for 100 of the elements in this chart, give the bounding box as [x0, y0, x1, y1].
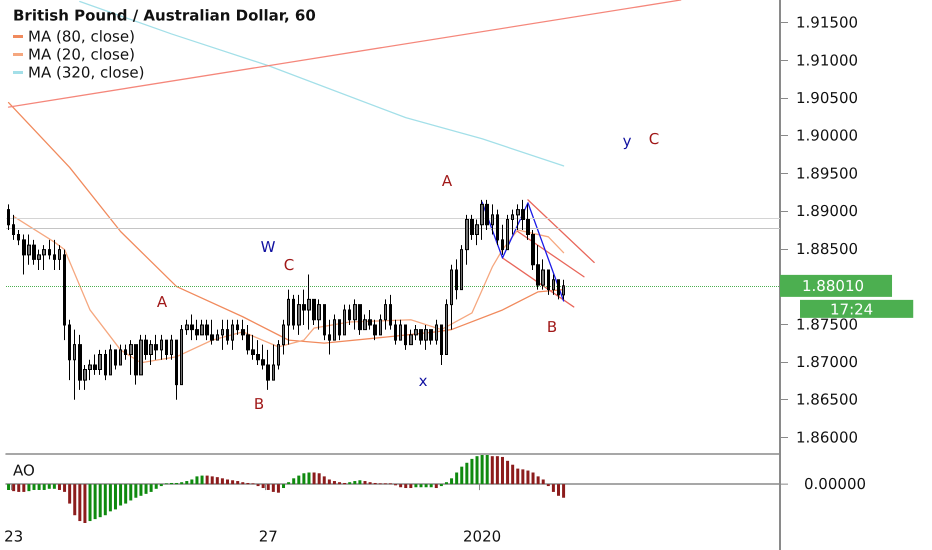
y-tick-label: 1.91500	[796, 14, 858, 32]
candlestick	[323, 304, 326, 341]
bar	[104, 484, 107, 516]
annotation: A	[156, 293, 168, 311]
bar	[363, 481, 366, 484]
candlestick	[73, 329, 76, 400]
candlestick	[287, 289, 290, 346]
ref-line-label: 1.88010	[802, 276, 864, 295]
candlestick	[63, 249, 66, 341]
candlestick	[124, 344, 127, 360]
candlestick	[221, 319, 224, 350]
bar	[134, 484, 138, 498]
candlestick	[547, 269, 550, 296]
candlestick	[562, 279, 565, 300]
bar	[536, 476, 540, 484]
candlestick	[384, 298, 387, 330]
bar	[465, 462, 468, 484]
candlestick	[216, 329, 219, 341]
bar	[185, 481, 188, 484]
annotation: W	[260, 238, 276, 256]
bar	[88, 484, 92, 522]
bar	[552, 484, 555, 492]
text: 0.00000	[804, 475, 866, 494]
candlestick	[455, 258, 458, 300]
bar	[332, 481, 336, 484]
y-tick-label: 1.89500	[796, 164, 858, 182]
bar	[94, 484, 97, 520]
legend-label: MA (320, close)	[28, 64, 144, 82]
candlestick	[338, 319, 341, 341]
bar	[500, 456, 504, 484]
bar	[516, 468, 520, 484]
candlestick	[58, 244, 61, 270]
candlestick	[511, 209, 514, 236]
bar	[83, 484, 86, 523]
bar	[12, 484, 16, 492]
candlestick	[170, 334, 173, 360]
line-series	[8, 102, 564, 344]
bar	[129, 484, 132, 500]
candlestick	[557, 279, 560, 300]
bar	[490, 456, 494, 484]
candlestick	[435, 319, 438, 346]
bar	[266, 484, 270, 490]
candlestick	[282, 319, 285, 355]
candlestick	[506, 214, 509, 250]
line-series	[481, 201, 564, 302]
annotation: y	[622, 132, 632, 150]
annotation: B	[546, 318, 558, 336]
candlestick	[552, 274, 555, 296]
candlestick	[272, 344, 275, 381]
bar	[150, 484, 153, 492]
bar	[556, 484, 560, 496]
bar	[73, 484, 76, 516]
bar	[322, 476, 326, 484]
bar	[312, 472, 316, 484]
y-tick-label: 1.90500	[796, 89, 858, 108]
text: AO	[13, 462, 35, 480]
x-tick-label: 23	[4, 528, 24, 546]
candlestick	[440, 324, 443, 366]
candlestick	[226, 319, 229, 346]
candlestick	[160, 334, 163, 360]
annotation: C	[284, 256, 294, 274]
candlestick	[236, 319, 239, 336]
candlestick	[343, 304, 346, 336]
y-tick-label: 1.89000	[796, 202, 858, 220]
y-tick-label: 1.86500	[796, 390, 858, 409]
bar	[22, 484, 26, 492]
candlestick	[277, 340, 280, 370]
bar	[532, 472, 535, 484]
candlestick	[394, 319, 397, 346]
candlestick	[328, 319, 331, 355]
x-tick-label: 2020	[463, 528, 502, 546]
bar	[210, 476, 214, 484]
candlestick	[175, 340, 178, 400]
candlestick	[460, 244, 463, 290]
bar	[480, 455, 484, 484]
bar	[17, 484, 20, 492]
bar	[262, 484, 265, 488]
legend-label: MA (20, close)	[28, 46, 135, 64]
candlestick	[17, 230, 20, 246]
bar	[58, 484, 61, 490]
x-tick-label: 27	[258, 528, 278, 546]
bar	[542, 479, 545, 484]
bar	[68, 484, 72, 504]
bar	[206, 476, 209, 484]
bar	[307, 472, 310, 484]
bar	[190, 479, 194, 484]
y-tick-label: 1.90000	[796, 126, 858, 145]
candlestick	[496, 209, 499, 246]
bar	[216, 477, 219, 484]
bar	[52, 484, 56, 489]
y-tick-label: 1.87000	[796, 352, 858, 371]
bar	[42, 484, 46, 490]
bar	[328, 479, 331, 484]
bar	[38, 484, 41, 490]
bar	[353, 481, 356, 484]
candlestick	[165, 340, 168, 360]
candlestick	[450, 264, 453, 330]
bar	[114, 484, 117, 510]
bar	[562, 484, 566, 498]
bar	[195, 476, 198, 484]
